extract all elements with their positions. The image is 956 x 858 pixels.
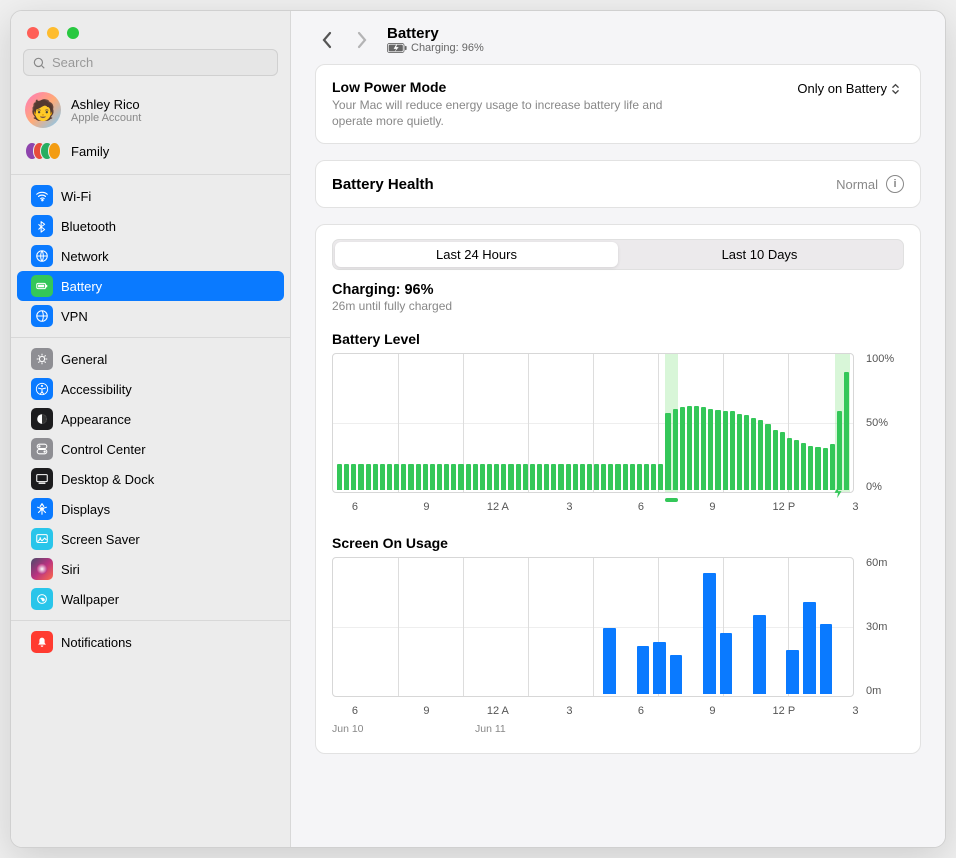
window-controls (11, 11, 290, 49)
sidebar: 🧑 Ashley Rico Apple Account Family Wi-Fi… (11, 11, 291, 847)
seg-10d[interactable]: Last 10 Days (618, 242, 901, 267)
wifi-icon (31, 185, 53, 207)
date-axis: Jun 10Jun 11 (332, 723, 904, 735)
sidebar-label: Siri (61, 562, 80, 577)
sidebar-item-wallpaper[interactable]: Wallpaper (17, 584, 284, 614)
lpm-desc: Your Mac will reduce energy usage to inc… (332, 97, 692, 129)
battery-health-title: Battery Health (332, 176, 434, 193)
lpm-select[interactable]: Only on Battery (793, 79, 904, 98)
general-icon (31, 348, 53, 370)
displays-icon (31, 498, 53, 520)
sidebar-item-appearance[interactable]: Appearance (17, 404, 284, 434)
sidebar-item-siri[interactable]: Siri (17, 554, 284, 584)
sidebar-label: Battery (61, 279, 102, 294)
sidebar-label: Appearance (61, 412, 131, 427)
family-avatars (25, 142, 61, 160)
wallpaper-icon (31, 588, 53, 610)
close-button[interactable] (27, 27, 39, 39)
sidebar-item-screensaver[interactable]: Screen Saver (17, 524, 284, 554)
maximize-button[interactable] (67, 27, 79, 39)
battery-level-y-axis: 100%50%0% (860, 353, 904, 493)
sidebar-label: Wi-Fi (61, 189, 91, 204)
time-range-segmented: Last 24 Hours Last 10 Days (332, 239, 904, 270)
sidebar-item-displays[interactable]: Displays (17, 494, 284, 524)
sidebar-item-notifications[interactable]: Notifications (17, 627, 284, 657)
page-title: Battery (387, 25, 484, 42)
sidebar-label: Control Center (61, 442, 146, 457)
sidebar-item-bluetooth[interactable]: Bluetooth (17, 211, 284, 241)
charging-eta: 26m until fully charged (332, 299, 904, 313)
vpn-icon (31, 305, 53, 327)
back-button[interactable] (315, 29, 337, 51)
sidebar-label: Screen Saver (61, 532, 140, 547)
sidebar-label: Network (61, 249, 109, 264)
screen-on-title: Screen On Usage (332, 535, 904, 551)
sidebar-label: Desktop & Dock (61, 472, 154, 487)
sidebar-item-vpn[interactable]: VPN (17, 301, 284, 331)
sidebar-item-wifi[interactable]: Wi-Fi (17, 181, 284, 211)
header-status: Charging: 96% (387, 42, 484, 54)
network-icon (31, 245, 53, 267)
appearance-icon (31, 408, 53, 430)
sidebar-label: Accessibility (61, 382, 132, 397)
account-name: Ashley Rico (71, 97, 141, 112)
notifications-icon (31, 631, 53, 653)
account-sub: Apple Account (71, 112, 141, 124)
sidebar-item-controlcenter[interactable]: Control Center (17, 434, 284, 464)
header: Battery Charging: 96% (291, 11, 945, 64)
screen-on-y-axis: 60m30m0m (860, 557, 904, 697)
sidebar-label: VPN (61, 309, 88, 324)
apple-account-row[interactable]: 🧑 Ashley Rico Apple Account (11, 86, 290, 134)
bluetooth-icon (31, 215, 53, 237)
screen-on-x-axis: 6912 A36912 P3 (332, 705, 904, 719)
sidebar-label: Wallpaper (61, 592, 119, 607)
battery-level-title: Battery Level (332, 331, 904, 347)
lpm-title: Low Power Mode (332, 79, 692, 95)
battery-level-chart (332, 353, 854, 493)
siri-icon (31, 558, 53, 580)
sidebar-item-accessibility[interactable]: Accessibility (17, 374, 284, 404)
battery-level-x-axis: 6912 A36912 P3 (332, 501, 904, 515)
family-label: Family (71, 144, 109, 159)
sidebar-item-battery[interactable]: Battery (17, 271, 284, 301)
battery-icon (31, 275, 53, 297)
sidebar-label: General (61, 352, 107, 367)
charging-status: Charging: 96% (332, 282, 904, 298)
sidebar-label: Displays (61, 502, 110, 517)
battery-health-card: Battery Health Normal i (315, 160, 921, 208)
info-icon[interactable]: i (886, 175, 904, 193)
sidebar-item-network[interactable]: Network (17, 241, 284, 271)
low-power-mode-card: Low Power Mode Your Mac will reduce ener… (315, 64, 921, 144)
controlcenter-icon (31, 438, 53, 460)
search-input[interactable] (23, 49, 278, 76)
usage-card: Last 24 Hours Last 10 Days Charging: 96%… (315, 224, 921, 754)
seg-24h[interactable]: Last 24 Hours (335, 242, 618, 267)
accessibility-icon (31, 378, 53, 400)
main-panel: Battery Charging: 96% Low Power Mode You… (291, 11, 945, 847)
family-row[interactable]: Family (11, 134, 290, 174)
screen-on-chart (332, 557, 854, 697)
sidebar-item-general[interactable]: General (17, 344, 284, 374)
settings-window: 🧑 Ashley Rico Apple Account Family Wi-Fi… (10, 10, 946, 848)
battery-health-status: Normal (836, 177, 878, 192)
sidebar-label: Notifications (61, 635, 132, 650)
battery-charging-icon (387, 43, 407, 53)
desktopdock-icon (31, 468, 53, 490)
forward-button[interactable] (351, 29, 373, 51)
sidebar-item-desktopdock[interactable]: Desktop & Dock (17, 464, 284, 494)
screensaver-icon (31, 528, 53, 550)
user-avatar: 🧑 (25, 92, 61, 128)
sidebar-label: Bluetooth (61, 219, 116, 234)
minimize-button[interactable] (47, 27, 59, 39)
